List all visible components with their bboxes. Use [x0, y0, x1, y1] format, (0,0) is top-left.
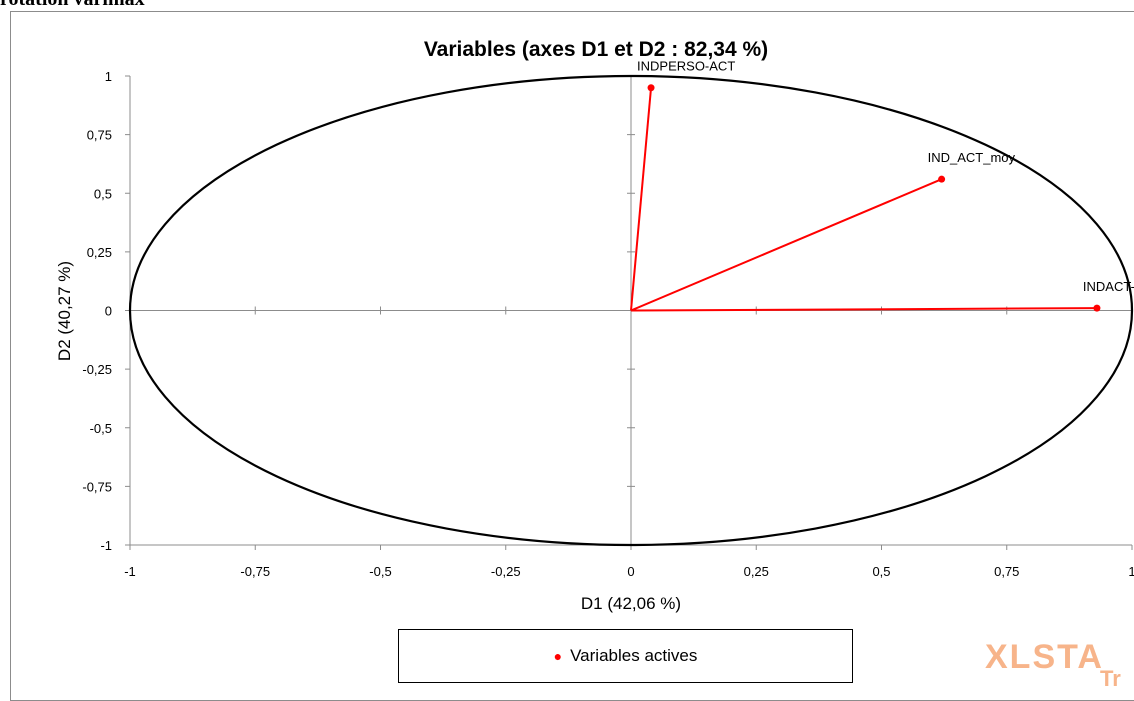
x-tick-label: 1	[1128, 564, 1134, 579]
y-tick-label: -0,5	[90, 421, 112, 436]
xlstat-logo-sub: Tr	[1100, 666, 1121, 691]
x-tick-label: -1	[124, 564, 136, 579]
page-heading: rotation varimax	[0, 0, 145, 11]
y-axis-title: D2 (40,27 %)	[55, 261, 74, 361]
variable-label: INDPERSO-ACT	[637, 59, 735, 74]
x-tick-label: 0,75	[994, 564, 1019, 579]
x-tick-label: -0,25	[491, 564, 521, 579]
y-tick-label: 0,5	[94, 186, 112, 201]
y-tick-label: 0	[105, 304, 112, 319]
x-axis-title: D1 (42,06 %)	[581, 594, 681, 613]
legend-entry-label: Variables actives	[570, 646, 698, 665]
x-tick-label: 0,5	[872, 564, 890, 579]
variable-point	[647, 84, 655, 92]
variable-point	[1093, 304, 1101, 312]
x-tick-label: 0	[627, 564, 634, 579]
y-tick-label: -0,75	[82, 479, 112, 494]
y-tick-label: -0,25	[82, 362, 112, 377]
variable-point	[938, 175, 946, 183]
x-tick-label: -0,5	[369, 564, 391, 579]
chart-title: Variables (axes D1 et D2 : 82,34 %)	[424, 38, 768, 61]
legend: ● Variables actives	[398, 629, 853, 683]
legend-marker-icon: ●	[553, 648, 563, 664]
y-tick-label: -1	[100, 538, 112, 553]
variable-label: INDACT-PE	[1083, 279, 1134, 294]
y-tick-label: 1	[105, 69, 112, 84]
x-tick-label: 0,25	[744, 564, 769, 579]
y-tick-label: 0,25	[87, 245, 112, 260]
variable-vector	[630, 307, 1097, 312]
variable-vector	[630, 87, 653, 311]
y-tick-label: 0,75	[87, 128, 112, 143]
xlstat-logo: XLSTA	[985, 638, 1104, 676]
variable-vector	[630, 178, 943, 312]
variable-label: IND_ACT_moy	[928, 150, 1016, 165]
correlation-circle	[128, 74, 1134, 547]
x-tick-label: -0,75	[240, 564, 270, 579]
plot-area: -1 -0,75 -0,5 -0,25 0 0,25 0,5 0,75 1 -1 -0,75 -0,5…	[82, 59, 1134, 579]
chart-frame	[10, 11, 1134, 701]
